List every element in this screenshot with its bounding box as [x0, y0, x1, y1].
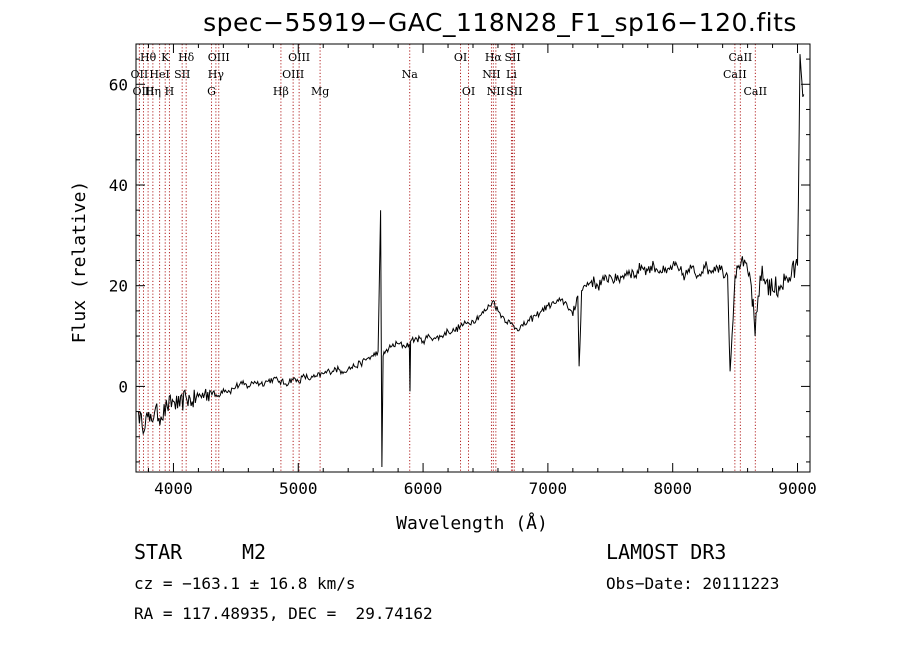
line-label: K	[161, 51, 170, 64]
line-label: CaII	[743, 85, 767, 98]
y-tick-label: 20	[109, 277, 128, 296]
x-axis-label: Wavelength (Å)	[396, 512, 548, 534]
line-label: Hδ	[178, 51, 195, 64]
line-label: Hη	[145, 85, 161, 98]
y-axis-ticks: 0 20 40 60	[109, 58, 810, 463]
y-tick-label: 60	[109, 75, 128, 94]
line-label: Hθ	[140, 51, 157, 64]
line-label: NII	[482, 68, 500, 81]
object-subclass: M2	[242, 540, 267, 564]
line-label: Li	[506, 68, 517, 81]
line-label: CaII	[729, 51, 753, 64]
y-axis-label: Flux (relative)	[69, 181, 90, 344]
line-label: G	[207, 85, 216, 98]
coordinates: RA = 117.48935, DEC = 29.74162	[134, 604, 433, 623]
velocity-readout: cz = −163.1 ± 16.8 km/s	[134, 574, 356, 593]
x-tick-label: 5000	[279, 479, 318, 498]
x-tick-label: 4000	[154, 479, 193, 498]
line-label: SII	[174, 68, 190, 81]
spectral-line-markers	[138, 44, 756, 472]
line-label: NII	[487, 85, 505, 98]
line-label: Hγ	[208, 68, 225, 81]
x-axis-ticks: 4000 5000 6000 7000 8000 9000	[147, 44, 817, 498]
chart-title: spec−55919−GAC_118N28_F1_sp16−120.fits	[203, 8, 797, 37]
survey-name: LAMOST DR3	[606, 540, 727, 564]
line-label: HeI	[149, 68, 169, 81]
line-label: OIII	[208, 51, 230, 64]
line-label: Hα	[485, 51, 503, 64]
y-tick-label: 0	[118, 377, 128, 396]
line-label: OII	[131, 68, 149, 81]
line-label: SII	[504, 51, 520, 64]
line-label: H	[165, 85, 175, 98]
x-tick-label: 9000	[778, 479, 817, 498]
plot-frame	[135, 43, 811, 473]
x-tick-label: 7000	[529, 479, 568, 498]
x-tick-label: 6000	[404, 479, 443, 498]
x-tick-label: 8000	[653, 479, 692, 498]
line-label: CaII	[723, 68, 747, 81]
y-tick-label: 40	[109, 176, 128, 195]
object-class: STAR	[134, 540, 183, 564]
line-label: OI	[454, 51, 467, 64]
line-label: Hβ	[273, 85, 289, 98]
line-label: OI	[462, 85, 475, 98]
obs-date: Obs−Date: 20111223	[606, 574, 780, 593]
line-label: Mg	[311, 85, 329, 98]
line-label: SII	[506, 85, 522, 98]
line-label: OIII	[282, 68, 304, 81]
line-label: Na	[402, 68, 419, 81]
line-label: OIII	[288, 51, 310, 64]
line-label: OIII	[132, 85, 154, 98]
flux-series-line	[138, 54, 805, 468]
